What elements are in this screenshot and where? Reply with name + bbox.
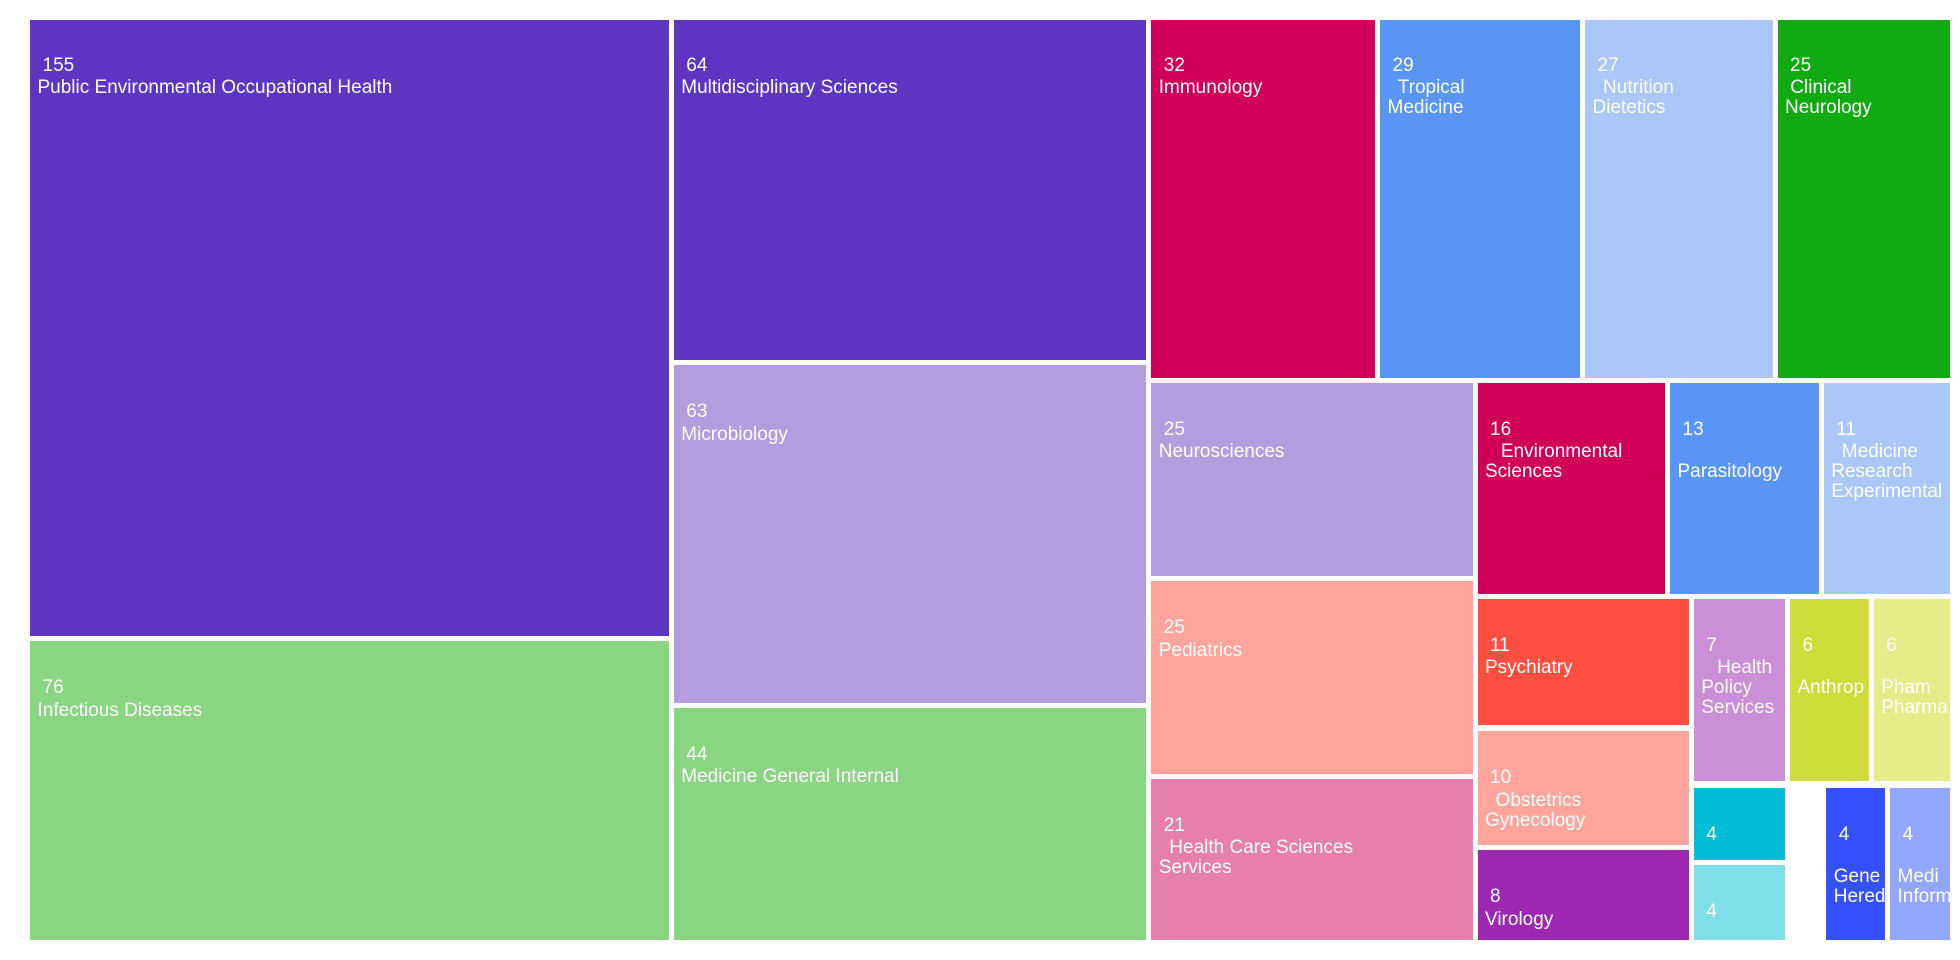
- treemap-tile-clinical-neurology: 25 Clinical Neurology: [1777, 20, 1950, 378]
- treemap-tile-tropical-medicine: 29 Tropical Medicine: [1380, 20, 1580, 378]
- tile-label: Medi Inform: [1897, 866, 1951, 907]
- tile-label: Tropical Medicine: [1387, 77, 1465, 119]
- treemap-tile-obstetrics-gynecology: 10 Obstetrics Gynecology: [1477, 731, 1689, 845]
- treemap-tile-medicine-general-internal: 44 Medicine General Internal: [673, 707, 1147, 940]
- treemap-tile-public-environmental-occupational-health: 155 Public Environmental Occupational Hea…: [30, 20, 669, 637]
- tile-label: Nutrition Dietetics: [1592, 77, 1674, 119]
- tile-label: Multidisciplinary Sciences: [681, 77, 898, 99]
- tile-label: Parasitology: [1677, 461, 1783, 482]
- tile-label: Virology: [1485, 908, 1554, 930]
- tile-label: Clinical Neurology: [1785, 77, 1872, 119]
- treemap-tile-medicine-research-experimental: 11 Medicine Research Experimental: [1823, 382, 1950, 594]
- tile-value: 4: [1706, 901, 1717, 922]
- tile-label: Neurosciences: [1158, 441, 1285, 462]
- tile-value: 8: [1490, 886, 1501, 907]
- treemap-tile-pham-pharma: 6 Pham Pharma: [1873, 598, 1950, 782]
- treemap-tile-psychiatry: 11 Psychiatry: [1477, 598, 1689, 725]
- tile-value: 76: [42, 677, 64, 699]
- treemap-tile-parasitology: 13 Parasitology: [1670, 382, 1819, 594]
- treemap-tile-gene-hered: 4 Gene Hered: [1826, 787, 1885, 940]
- treemap-tile-nutrition-dietetics: 27 Nutrition Dietetics: [1585, 20, 1773, 378]
- treemap-tile-microbiology: 63 Microbiology: [673, 365, 1147, 703]
- tile-value: 6: [1886, 634, 1897, 656]
- tile-value: 32: [1163, 54, 1185, 76]
- tile-value: 4: [1902, 823, 1914, 845]
- treemap-tile-multidisciplinary-sciences: 64 Multidisciplinary Sciences: [673, 20, 1147, 360]
- treemap-tile-medi-inform: 4 Medi Inform: [1890, 787, 1951, 940]
- tile-label: Obstetrics Gynecology: [1485, 789, 1586, 831]
- tile-label: Immunology: [1158, 77, 1263, 99]
- tile-value: 25: [1163, 617, 1185, 639]
- tile-value: 27: [1597, 54, 1619, 76]
- tile-value: 4: [1838, 823, 1850, 845]
- tile-value: 155: [42, 54, 75, 76]
- tile-value: 4: [1706, 823, 1717, 845]
- tile-label: Health Care Sciences Services: [1158, 837, 1354, 879]
- treemap-tile-item-21: 4: [1693, 787, 1785, 860]
- tile-value: 63: [686, 401, 708, 422]
- tile-label: Environmental Sciences: [1485, 441, 1623, 482]
- tile-value: 11: [1836, 418, 1856, 440]
- tile-value: 29: [1392, 54, 1414, 76]
- tile-value: 44: [686, 743, 708, 765]
- tile-value: 21: [1163, 814, 1185, 836]
- treemap-tile-health-policy-services: 7 Health Policy Services: [1693, 598, 1785, 782]
- tile-label: Psychiatry: [1485, 657, 1573, 679]
- tile-label: Medicine Research Experimental: [1831, 441, 1943, 502]
- treemap-tile-item-22: 4: [1693, 865, 1785, 940]
- tile-label: Gene Hered: [1833, 866, 1885, 907]
- tile-value: 11: [1490, 634, 1510, 656]
- tile-value: 6: [1802, 634, 1814, 656]
- treemap-tile-neurosciences: 25 Neurosciences: [1151, 382, 1473, 577]
- tile-value: 10: [1490, 767, 1512, 789]
- tile-value: 16: [1490, 418, 1512, 440]
- treemap-tile-immunology: 32 Immunology: [1151, 20, 1375, 378]
- treemap-tile-infectious-diseases: 76 Infectious Diseases: [30, 641, 669, 940]
- treemap-tile-health-care-sciences-services: 21 Health Care Sciences Services: [1151, 778, 1473, 940]
- tile-label: Public Environmental Occupational Health: [37, 77, 393, 99]
- tile-value: 7: [1706, 634, 1717, 656]
- tile-label: Medicine General Internal: [681, 766, 899, 787]
- treemap-tile-pediatrics: 25 Pediatrics: [1151, 581, 1473, 774]
- treemap-tile-anthrop: 6 Anthrop: [1790, 598, 1869, 782]
- tile-label: Health Policy Services: [1701, 657, 1775, 719]
- tile-value: 13: [1682, 418, 1704, 440]
- treemap-tile-virology: 8 Virology: [1477, 850, 1689, 940]
- tile-label: Pediatrics: [1158, 639, 1243, 661]
- tile-value: 25: [1790, 54, 1812, 76]
- tile-label: Anthrop: [1797, 677, 1865, 699]
- tile-value: 64: [686, 54, 708, 76]
- treemap-tile-environmental-sciences: 16 Environmental Sciences: [1477, 382, 1665, 594]
- tile-value: 25: [1163, 418, 1185, 440]
- tile-label: Microbiology: [681, 423, 788, 445]
- tile-label: Infectious Diseases: [37, 699, 203, 721]
- tile-label: Pham Pharma: [1881, 677, 1948, 719]
